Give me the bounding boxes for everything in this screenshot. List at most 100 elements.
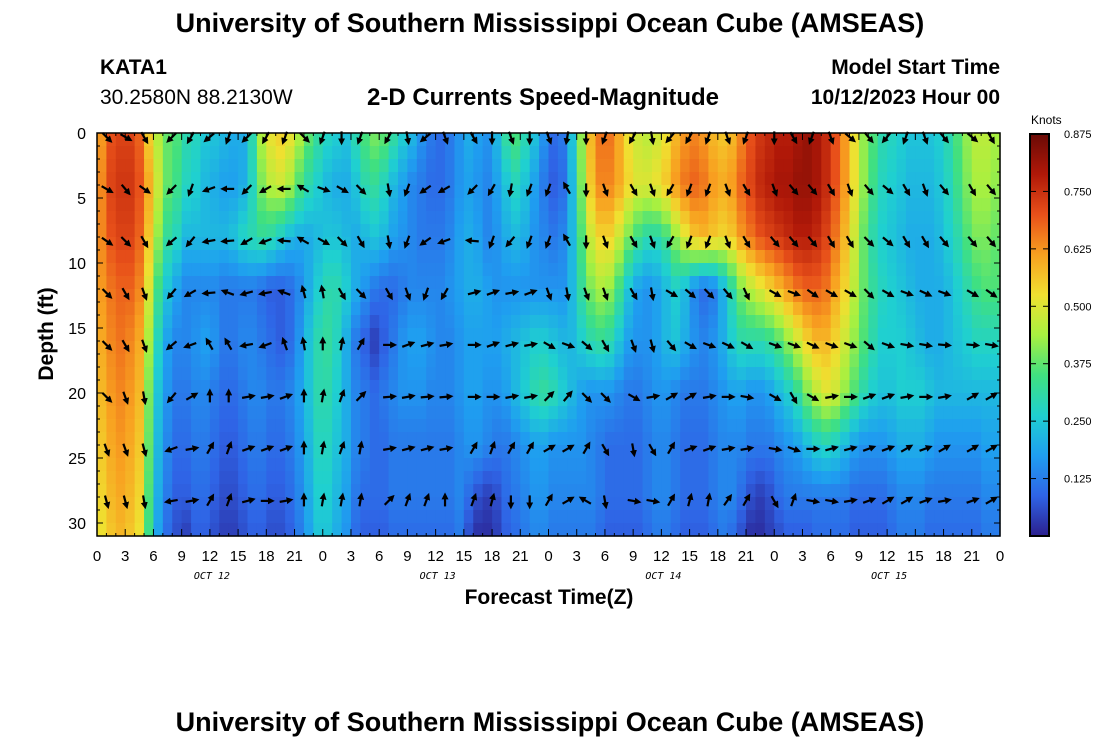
heatmap-cell	[219, 406, 230, 420]
heatmap-cell	[266, 471, 277, 485]
heatmap-cell	[764, 224, 775, 238]
heatmap-cell	[181, 263, 192, 277]
heatmap-cell	[454, 146, 465, 160]
heatmap-cell	[454, 133, 465, 147]
heatmap-cell	[285, 315, 296, 329]
heatmap-cell	[492, 419, 503, 433]
heatmap-cell	[266, 289, 277, 303]
heatmap-cell	[887, 250, 898, 264]
heatmap-cell	[887, 159, 898, 173]
heatmap-cell	[435, 237, 446, 251]
heatmap-cell	[510, 211, 521, 225]
heatmap-cell	[492, 133, 503, 147]
heatmap-cell	[868, 367, 879, 381]
heatmap-cell	[821, 380, 832, 394]
heatmap-cell	[520, 393, 531, 407]
heatmap-cell	[736, 263, 747, 277]
heatmap-cell	[670, 380, 681, 394]
heatmap-cell	[661, 510, 672, 524]
heatmap-cell	[209, 172, 220, 186]
current-vector-arrow	[241, 497, 256, 504]
heatmap-cell	[877, 445, 888, 459]
heatmap-cell	[680, 289, 691, 303]
heatmap-cell	[877, 393, 888, 407]
heatmap-cell	[924, 380, 935, 394]
current-vector-arrow	[544, 183, 552, 197]
heatmap-cell	[924, 159, 935, 173]
heatmap-cell	[896, 211, 907, 225]
heatmap-cell	[219, 172, 230, 186]
heatmap-cell	[379, 250, 390, 264]
heatmap-cell	[661, 432, 672, 446]
current-vector-arrow	[505, 235, 516, 248]
heatmap-cell	[680, 315, 691, 329]
current-vector-arrow	[423, 492, 431, 507]
heatmap-cell	[303, 315, 314, 329]
heatmap-cell	[106, 185, 117, 199]
heatmap-cell	[642, 263, 653, 277]
heatmap-cell	[144, 367, 155, 381]
heatmap-cell	[181, 432, 192, 446]
heatmap-cell	[774, 263, 785, 277]
heatmap-cell	[294, 172, 305, 186]
heatmap-cell	[181, 419, 192, 433]
current-vector-arrow	[241, 393, 256, 401]
heatmap-cell	[435, 523, 446, 537]
x-tick-label: 21	[963, 548, 980, 565]
heatmap-cell	[934, 497, 945, 511]
heatmap-cell	[934, 419, 945, 433]
heatmap-cell	[755, 133, 766, 147]
heatmap-cell	[783, 510, 794, 524]
heatmap-cell	[266, 523, 277, 537]
current-vector-arrow	[937, 497, 952, 505]
heatmap-cell	[313, 445, 324, 459]
current-vector-arrow	[806, 393, 820, 402]
heatmap-cell	[971, 224, 982, 238]
heatmap-cell	[905, 341, 916, 355]
current-vector-arrow	[667, 441, 676, 455]
heatmap-cell	[840, 276, 851, 290]
heatmap-cell	[294, 341, 305, 355]
heatmap-cell	[670, 484, 681, 498]
heatmap-cell	[416, 224, 427, 238]
heatmap-cell	[633, 172, 644, 186]
heatmap-cell	[896, 289, 907, 303]
heatmap-cell	[473, 510, 484, 524]
heatmap-cell	[557, 276, 568, 290]
heatmap-cell	[256, 276, 267, 290]
x-tick-label: 3	[573, 548, 581, 565]
heatmap-cell	[445, 393, 456, 407]
heatmap-cell	[407, 328, 418, 342]
heatmap-cell	[153, 419, 164, 433]
heatmap-cell	[482, 211, 493, 225]
heatmap-cell	[407, 224, 418, 238]
heatmap-cell	[539, 367, 550, 381]
heatmap-cell	[858, 367, 869, 381]
heatmap-cell	[322, 484, 333, 498]
current-vector-arrow	[239, 289, 254, 297]
heatmap-cell	[952, 289, 963, 303]
heatmap-cell	[971, 432, 982, 446]
heatmap-cell	[943, 432, 954, 446]
heatmap-cell	[529, 367, 540, 381]
heatmap-cell	[614, 185, 625, 199]
heatmap-cell	[153, 159, 164, 173]
heatmap-cell	[379, 224, 390, 238]
heatmap-cell	[181, 185, 192, 199]
heatmap-cell	[426, 237, 437, 251]
heatmap-cell	[520, 224, 531, 238]
heatmap-cell	[887, 276, 898, 290]
heatmap-cell	[840, 445, 851, 459]
heatmap-cell	[793, 328, 804, 342]
heatmap-cell	[492, 341, 503, 355]
heatmap-cell	[755, 263, 766, 277]
heatmap-cell	[614, 406, 625, 420]
heatmap-cell	[294, 315, 305, 329]
heatmap-cell	[924, 250, 935, 264]
heatmap-cell	[924, 185, 935, 199]
current-vector-arrow	[338, 336, 346, 351]
heatmap-cell	[332, 224, 343, 238]
heatmap-cell	[651, 276, 662, 290]
heatmap-cell	[887, 393, 898, 407]
current-vector-arrow	[582, 441, 591, 455]
